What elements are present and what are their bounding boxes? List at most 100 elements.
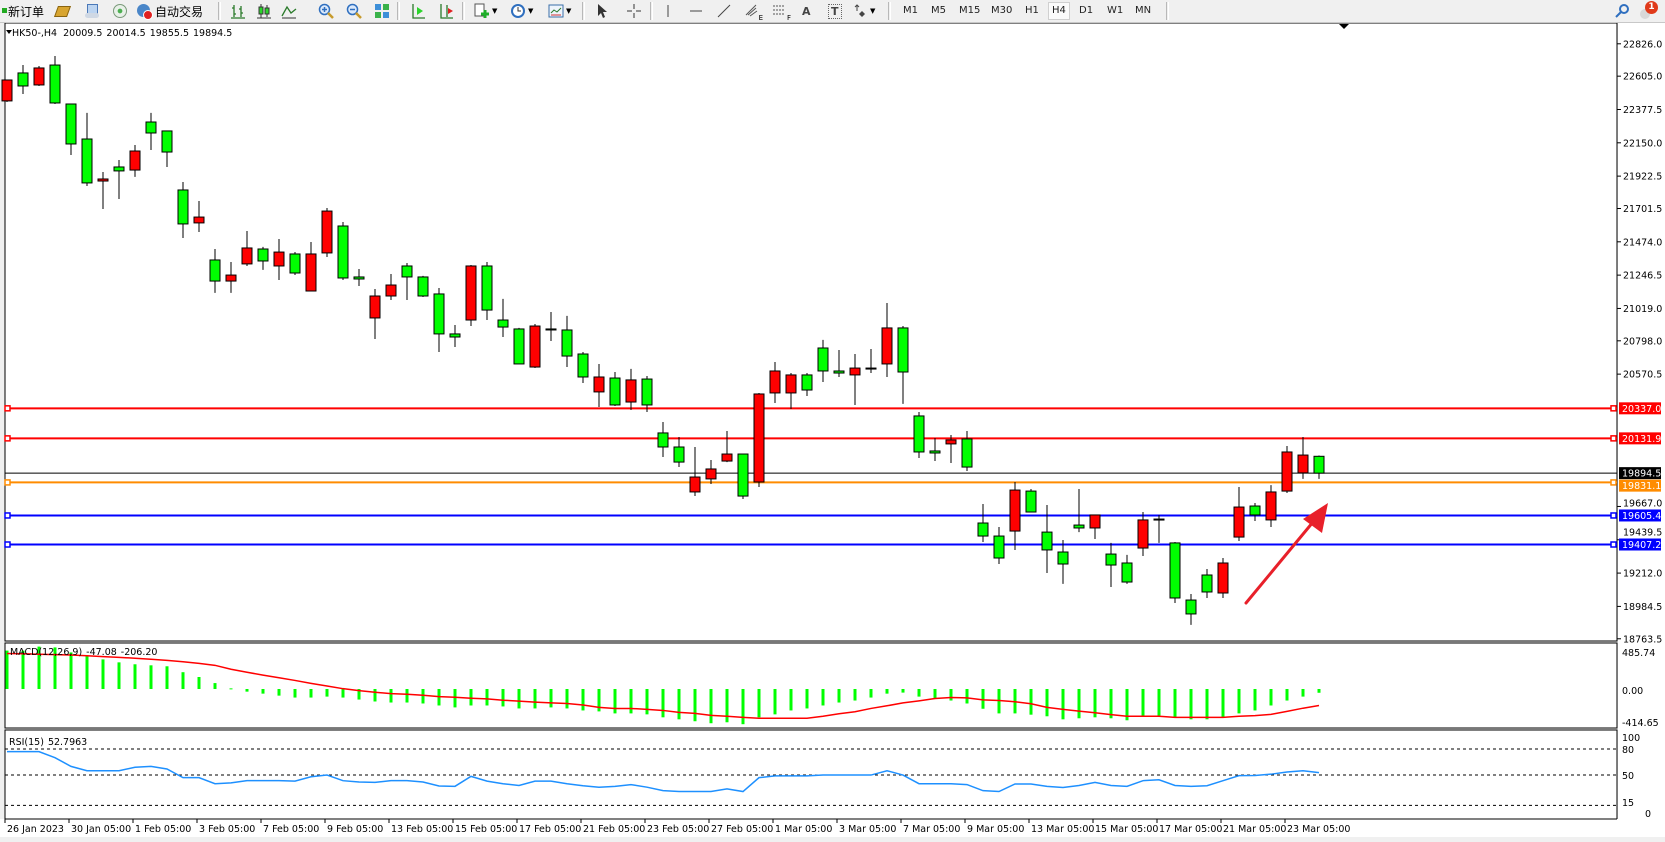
- cursor-button[interactable]: [594, 2, 610, 20]
- time-tick-label: 15 Feb 05:00: [455, 824, 517, 835]
- candle: [801, 373, 813, 397]
- price-line-label-box: [1619, 467, 1661, 480]
- timeframe-m15[interactable]: M15: [959, 5, 981, 16]
- zoom-in-button[interactable]: [318, 2, 334, 20]
- candle: [465, 264, 477, 327]
- market-watch-button[interactable]: [84, 2, 100, 20]
- candle: [625, 368, 637, 410]
- vertical-line-button[interactable]: [660, 2, 676, 20]
- candle: [849, 353, 861, 405]
- rsi-pane[interactable]: [4, 729, 1618, 820]
- candle-body: [929, 450, 941, 454]
- rsi-label: RSI(15) 52.7963: [9, 737, 87, 748]
- macd-histogram-bar: [1189, 689, 1193, 720]
- price-line-label-box: [1619, 402, 1661, 415]
- macd-axis-zero: 0.00: [1622, 686, 1643, 697]
- trend-arrow[interactable]: [1244, 503, 1328, 605]
- main-price-pane[interactable]: [4, 22, 1618, 642]
- chart-shift-marker-icon[interactable]: [1339, 24, 1349, 29]
- auto-trading-button[interactable]: 自动交易: [136, 2, 203, 20]
- notification-badge: 1: [1645, 1, 1658, 14]
- notifications-button[interactable]: 1: [1640, 1, 1658, 20]
- arrows-button[interactable]: ▼: [852, 2, 875, 20]
- macd-histogram-bar: [981, 689, 985, 709]
- candle-body: [657, 432, 669, 448]
- candle-body: [1233, 506, 1245, 538]
- fibonacci-expansion-button[interactable]: E: [744, 2, 763, 22]
- time-tick-label: 13 Feb 05:00: [391, 824, 453, 835]
- trendline-button[interactable]: [716, 2, 732, 20]
- templates-button[interactable]: ▼: [548, 2, 571, 20]
- timeframe-w1[interactable]: W1: [1107, 5, 1124, 16]
- templates-icon: [548, 3, 564, 19]
- zoom-out-button[interactable]: [346, 2, 362, 20]
- crosshair-button[interactable]: [626, 2, 642, 20]
- timeframe-d1[interactable]: D1: [1079, 5, 1094, 16]
- candles: [1, 55, 1325, 625]
- price-tick-label: 19439.5: [1623, 528, 1662, 539]
- line-handle[interactable]: [4, 405, 11, 412]
- tile-windows-button[interactable]: [374, 2, 390, 20]
- price-line-label: 19831.1: [1622, 481, 1661, 492]
- timeframe-h1[interactable]: H1: [1025, 5, 1039, 16]
- line-chart-button[interactable]: [281, 2, 297, 20]
- text-button[interactable]: A: [802, 2, 811, 20]
- time-tick-label: 21 Mar 05:00: [1223, 824, 1286, 835]
- price-axis[interactable]: [1618, 23, 1665, 819]
- timeframe-m1[interactable]: M1: [903, 5, 918, 16]
- line-handle[interactable]: [1610, 435, 1617, 442]
- candle: [161, 130, 173, 167]
- new-indicator-button[interactable]: ▼: [474, 2, 497, 20]
- candle-body: [177, 189, 189, 225]
- line-handle[interactable]: [4, 512, 11, 519]
- candle: [337, 222, 349, 281]
- candle: [289, 252, 301, 276]
- macd-histogram-bar: [309, 689, 313, 698]
- new-order-button[interactable]: 新订单: [2, 2, 44, 20]
- line-handle[interactable]: [1610, 512, 1617, 519]
- fibonacci-fan-button[interactable]: F: [772, 2, 791, 22]
- candle-body: [65, 103, 77, 145]
- timeframe-m30[interactable]: M30: [991, 5, 1013, 16]
- line-handle[interactable]: [1610, 405, 1617, 412]
- timeframe-m5[interactable]: M5: [931, 5, 946, 16]
- line-handle[interactable]: [4, 435, 11, 442]
- candle-body: [209, 259, 221, 282]
- line-handle[interactable]: [1610, 479, 1617, 486]
- horizontal-line-button[interactable]: [688, 2, 704, 20]
- macd-pane[interactable]: [4, 642, 1618, 729]
- candlestick-button[interactable]: [256, 2, 272, 20]
- time-tick-label: 15 Mar 05:00: [1095, 824, 1158, 835]
- line-handle[interactable]: [4, 479, 11, 486]
- auto-scroll-button[interactable]: [410, 2, 426, 20]
- periods-button[interactable]: ▼: [510, 2, 533, 20]
- candle-body: [1265, 491, 1277, 521]
- price-line-label: 20337.0: [1622, 404, 1661, 415]
- time-tick-label: 1 Feb 05:00: [135, 824, 191, 835]
- time-tick-label: 23 Feb 05:00: [647, 824, 709, 835]
- candle-body: [561, 329, 573, 357]
- candle: [497, 298, 509, 338]
- candle: [81, 112, 93, 187]
- time-tick-label: 13 Mar 05:00: [1031, 824, 1094, 835]
- candle-body: [865, 367, 877, 370]
- macd-histogram-bar: [1269, 689, 1273, 706]
- timeframe-mn[interactable]: MN: [1135, 5, 1152, 16]
- chart-shift-button[interactable]: [438, 2, 454, 20]
- gold-bars-button[interactable]: [53, 2, 72, 20]
- time-axis[interactable]: [0, 819, 1665, 837]
- line-handle[interactable]: [4, 541, 11, 548]
- candle-body: [465, 265, 477, 321]
- price-line-label-box: [1619, 432, 1661, 445]
- bar-chart-button[interactable]: [230, 2, 246, 20]
- line-handle[interactable]: [1610, 541, 1617, 548]
- chart-menu-triangle-icon[interactable]: [6, 30, 12, 34]
- search-button[interactable]: [1614, 2, 1630, 20]
- macd-histogram-bar: [837, 689, 841, 703]
- text-label-button[interactable]: T: [828, 2, 842, 20]
- macd-histogram-bar: [261, 689, 265, 694]
- timeframe-h4[interactable]: H4: [1048, 2, 1070, 20]
- signals-button[interactable]: [112, 2, 128, 20]
- candle-body: [705, 468, 717, 480]
